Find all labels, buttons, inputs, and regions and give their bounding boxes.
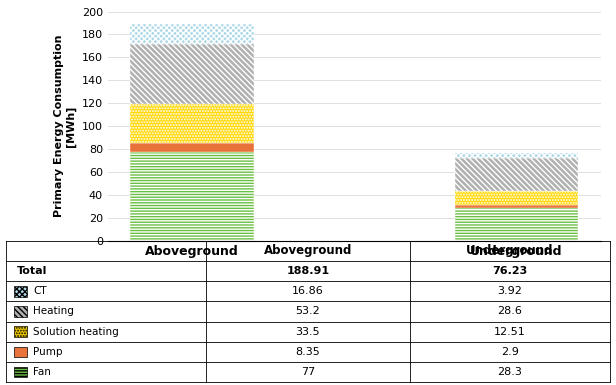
Bar	[130, 104, 254, 143]
FancyBboxPatch shape	[14, 306, 27, 317]
Text: Underground: Underground	[466, 244, 554, 258]
Text: Total: Total	[17, 266, 47, 276]
Text: 76.23: 76.23	[492, 266, 527, 276]
Text: 8.35: 8.35	[296, 347, 320, 357]
Text: CT: CT	[33, 286, 47, 296]
Bar	[130, 143, 254, 152]
Text: 12.51: 12.51	[494, 326, 525, 336]
Bar	[455, 191, 578, 205]
Text: 33.5: 33.5	[296, 326, 320, 336]
Text: 77: 77	[301, 367, 315, 377]
Text: Aboveground: Aboveground	[264, 244, 352, 258]
Text: 2.9: 2.9	[501, 347, 519, 357]
Bar	[130, 24, 254, 44]
FancyBboxPatch shape	[14, 346, 27, 357]
Text: 3.92: 3.92	[497, 286, 522, 296]
FancyBboxPatch shape	[14, 367, 27, 377]
Bar	[130, 152, 254, 241]
Text: Fan: Fan	[33, 367, 51, 377]
Text: 188.91: 188.91	[286, 266, 330, 276]
Bar	[455, 208, 578, 241]
Text: Solution heating: Solution heating	[33, 326, 119, 336]
Text: Pump: Pump	[33, 347, 63, 357]
Text: 53.2: 53.2	[296, 306, 320, 316]
Text: Heating: Heating	[33, 306, 74, 316]
Bar	[455, 158, 578, 191]
Text: 28.3: 28.3	[497, 367, 522, 377]
Y-axis label: Primary Energy Consumption
[MWh]: Primary Energy Consumption [MWh]	[54, 35, 76, 218]
FancyBboxPatch shape	[14, 286, 27, 296]
Bar	[455, 205, 578, 208]
Bar	[130, 44, 254, 104]
Text: 28.6: 28.6	[497, 306, 522, 316]
Bar	[455, 153, 578, 158]
FancyBboxPatch shape	[14, 326, 27, 337]
Text: 16.86: 16.86	[292, 286, 324, 296]
